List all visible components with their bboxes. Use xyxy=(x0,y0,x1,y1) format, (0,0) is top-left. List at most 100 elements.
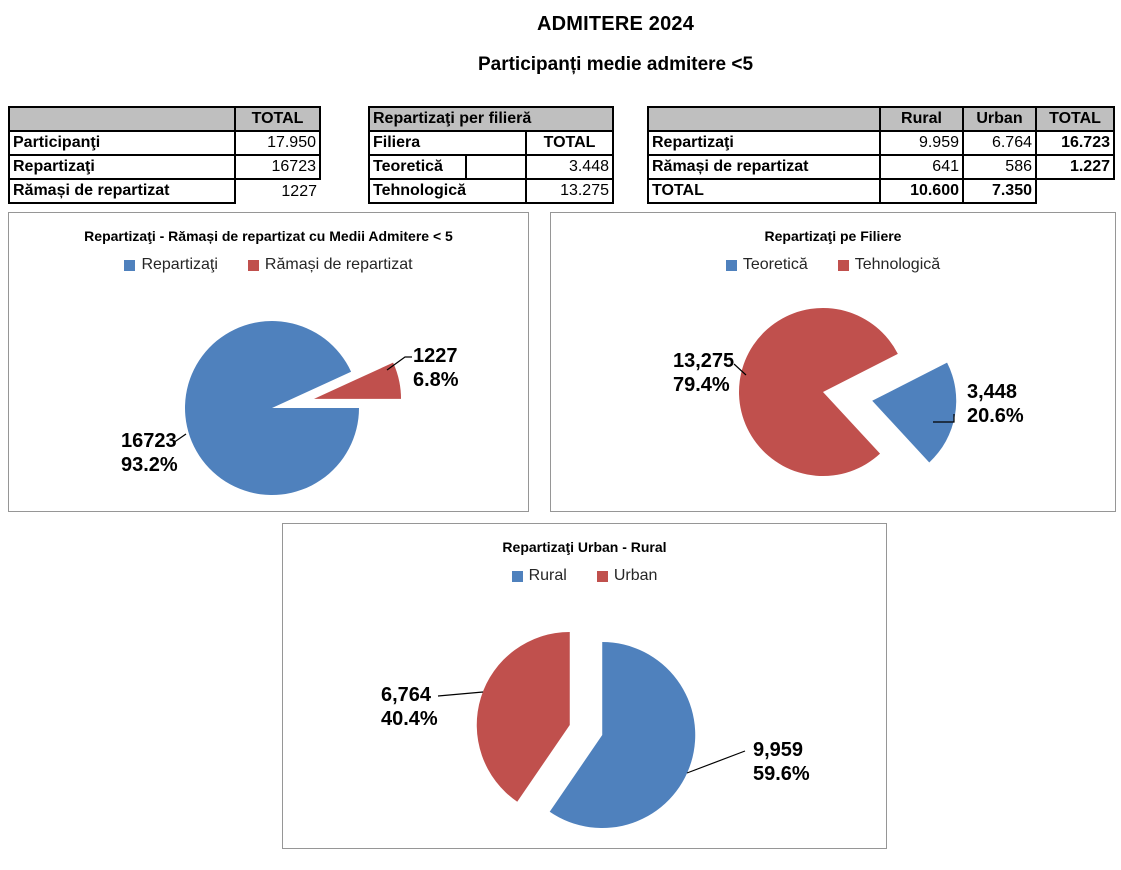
legend-label: Urban xyxy=(613,567,658,584)
pie-label-value: 1227 xyxy=(413,345,458,367)
page-subtitle: Participanți medie admitere <5 xyxy=(477,54,754,75)
empty-cell xyxy=(465,154,527,180)
row-total: 16.723 xyxy=(1035,130,1115,156)
legend-item: Rămași de repartizat xyxy=(247,256,413,274)
pie-slice-r-ma-i-de-repartizat xyxy=(314,362,402,399)
chart-title: Repartizaţi Urban - Rural xyxy=(502,539,667,555)
row-value: 7.350 xyxy=(962,178,1037,204)
pie-label-percent: 6.8% xyxy=(413,369,459,391)
pie-svg xyxy=(437,631,746,829)
rural-urban-table: Rural Urban TOTAL Repartizaţi 9.959 6.76… xyxy=(647,106,1115,204)
table-row: Tehnologică 13.275 xyxy=(368,178,614,204)
row-total: 1.227 xyxy=(1035,154,1115,180)
pie-slice-urban xyxy=(476,631,570,802)
pie-label-value: 13,275 xyxy=(673,350,735,372)
pie-chart-urban-rural: Repartizaţi Urban - Rural Rural Urban 6,7… xyxy=(282,523,887,849)
table-row: Rămași de repartizat 641 586 1.227 xyxy=(647,154,1115,180)
pie-slice-rural xyxy=(549,642,696,829)
table-row: TOTAL 10.600 7.350 xyxy=(647,178,1114,204)
row-value: 3.448 xyxy=(525,154,614,180)
legend-marker-icon xyxy=(837,259,849,271)
table-row: Rămași de repartizat 1227 xyxy=(8,178,320,204)
row-label: Participanţi xyxy=(8,130,236,156)
pie-chart-repartizati-ramasi: Repartizaţi - Rămași de repartizat cu Me… xyxy=(8,212,529,512)
pie-svg xyxy=(172,320,412,495)
table-header-row: TOTAL xyxy=(8,106,321,132)
row-label: Tehnologică xyxy=(368,178,527,204)
row-value: 9.959 xyxy=(879,130,964,156)
table-header-row: Rural Urban TOTAL xyxy=(647,106,1115,132)
legend-marker-icon xyxy=(511,570,523,582)
row-value: 17.950 xyxy=(234,130,321,156)
label-leader-line xyxy=(733,363,747,376)
label-leader-line xyxy=(437,691,484,697)
pie-label-value: 16723 xyxy=(121,430,177,452)
row-label: Rămași de repartizat xyxy=(647,154,881,180)
label-leader-line xyxy=(386,356,412,371)
pie-label-percent: 79.4% xyxy=(673,374,730,396)
row-total xyxy=(1035,178,1114,203)
row-value: 1227 xyxy=(234,178,320,203)
row-value: 10.600 xyxy=(879,178,964,204)
chart-legend: Repartizaţi Rămași de repartizat xyxy=(9,256,528,274)
legend-label: Rural xyxy=(528,567,567,584)
pie-slice-tehnologic- xyxy=(739,308,898,476)
pie-plot-area: 1227 6.8% 16723 93.2% xyxy=(9,213,528,511)
pie-label-percent: 93.2% xyxy=(121,454,178,476)
chart-legend: Teoretică Tehnologică xyxy=(551,256,1115,274)
legend-marker-icon xyxy=(247,259,259,271)
pie-plot-area: 6,764 40.4% 9,959 59.6% xyxy=(283,524,886,848)
pie-label-value: 9,959 xyxy=(753,739,804,761)
legend-label: Rămași de repartizat xyxy=(264,256,413,273)
legend-item: Teoretică xyxy=(725,256,808,274)
table-header-row: Repartizaţi per filieră xyxy=(368,106,614,132)
pie-label-percent: 40.4% xyxy=(381,708,438,730)
table-row: Teoretică 3.448 xyxy=(368,154,614,180)
legend-marker-icon xyxy=(124,259,136,271)
table-row: Participanţi 17.950 xyxy=(8,130,321,156)
total-header-cell: TOTAL xyxy=(234,106,321,132)
row-label: Repartizaţi xyxy=(647,130,881,156)
table-row: Repartizaţi 9.959 6.764 16.723 xyxy=(647,130,1115,156)
pie-data-label: 13,275 79.4% xyxy=(673,349,734,397)
row-label: Rămași de repartizat xyxy=(8,178,236,204)
pie-data-label: 1227 6.8% xyxy=(413,344,459,392)
pie-label-value: 6,764 xyxy=(381,684,432,706)
page-title: ADMITERE 2024 xyxy=(536,13,695,35)
row-label: Teoretică xyxy=(368,154,467,180)
row-label: Repartizaţi xyxy=(8,154,236,180)
legend-item: Tehnologică xyxy=(837,256,941,274)
row-value: 16723 xyxy=(234,154,321,180)
table-row: Repartizaţi 16723 xyxy=(8,154,321,180)
row-value: 13.275 xyxy=(525,178,614,204)
urban-header-cell: Urban xyxy=(962,106,1037,132)
legend-item: Urban xyxy=(596,567,658,585)
col-label-cell: Filiera xyxy=(368,130,527,156)
pie-slice-teoretic- xyxy=(872,362,957,463)
chart-title: Repartizaţi pe Filiere xyxy=(764,228,902,244)
row-value: 586 xyxy=(962,154,1037,180)
col-total-cell: TOTAL xyxy=(525,130,614,156)
pie-svg xyxy=(733,308,957,476)
empty-header-cell xyxy=(8,106,236,132)
legend-item: Rural xyxy=(511,567,567,585)
chart-title: Repartizaţi - Rămași de repartizat cu Me… xyxy=(84,228,453,244)
empty-header-cell xyxy=(647,106,881,132)
legend-label: Tehnologică xyxy=(854,256,941,273)
pie-label-percent: 20.6% xyxy=(967,405,1024,427)
legend-label: Teoretică xyxy=(742,256,808,273)
table-title-cell: Repartizaţi per filieră xyxy=(368,106,614,132)
legend-label: Repartizaţi xyxy=(141,256,218,273)
pie-plot-area: 13,275 79.4% 3,448 20.6% xyxy=(551,213,1115,511)
table-row: Filiera TOTAL xyxy=(368,130,614,156)
rural-header-cell: Rural xyxy=(879,106,964,132)
pie-data-label: 6,764 40.4% xyxy=(381,683,438,731)
row-label: TOTAL xyxy=(647,178,881,204)
pie-data-label: 16723 93.2% xyxy=(121,429,178,477)
label-leader-line xyxy=(933,414,955,423)
legend-item: Repartizaţi xyxy=(124,256,218,274)
row-value: 6.764 xyxy=(962,130,1037,156)
pie-label-percent: 59.6% xyxy=(753,763,810,785)
row-value: 641 xyxy=(879,154,964,180)
